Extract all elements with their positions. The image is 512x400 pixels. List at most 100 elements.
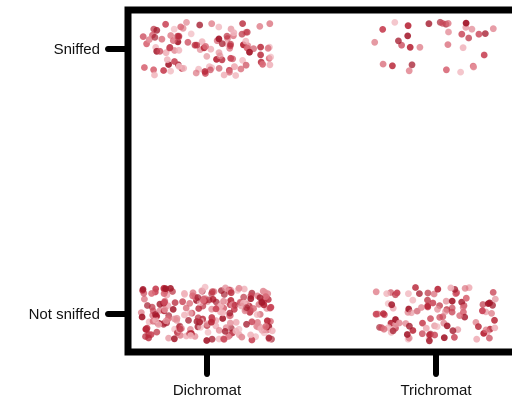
data-point [226, 68, 233, 76]
data-point [403, 331, 411, 338]
data-point [238, 302, 245, 310]
data-point [424, 302, 431, 310]
data-point [248, 336, 256, 344]
data-point [197, 323, 204, 331]
data-point [187, 332, 195, 339]
data-point [416, 290, 423, 297]
data-point [448, 297, 456, 305]
data-point [393, 289, 401, 297]
data-point [256, 294, 264, 301]
data-point [430, 290, 438, 298]
data-point [267, 53, 275, 61]
data-point [253, 311, 261, 318]
data-point [264, 44, 272, 52]
data-point [491, 324, 499, 332]
data-point [167, 32, 175, 39]
data-point [167, 67, 175, 75]
data-point [257, 43, 264, 51]
data-point [259, 60, 266, 68]
data-point [243, 28, 251, 36]
data-point [222, 284, 229, 292]
data-point [229, 55, 237, 63]
data-point [235, 284, 243, 292]
data-point [138, 313, 146, 321]
data-point [161, 298, 168, 306]
data-point [152, 311, 159, 318]
data-point [486, 334, 493, 342]
data-point [139, 286, 147, 293]
data-point [389, 62, 396, 70]
data-point [404, 22, 412, 30]
data-point [208, 20, 216, 28]
data-point [171, 58, 178, 65]
data-point [220, 297, 227, 305]
data-point [161, 306, 169, 313]
data-point [470, 63, 477, 71]
data-point [226, 319, 234, 327]
data-point [447, 284, 455, 292]
data-point [227, 289, 235, 297]
data-point [189, 289, 197, 297]
data-point [207, 66, 214, 74]
data-point [215, 35, 223, 43]
data-point [232, 327, 240, 335]
data-point [208, 288, 216, 296]
data-point [220, 291, 228, 298]
data-point [199, 297, 207, 304]
data-point [242, 61, 250, 69]
data-point [215, 327, 223, 334]
data-point [434, 285, 442, 293]
data-point [219, 315, 227, 322]
data-point [479, 307, 486, 315]
data-point [194, 314, 202, 322]
data-point [151, 71, 158, 79]
data-point [145, 334, 153, 342]
data-point [442, 308, 449, 315]
data-point [488, 310, 495, 317]
data-point [247, 331, 255, 339]
data-point [406, 322, 413, 330]
data-point [150, 66, 158, 74]
data-point [218, 40, 226, 48]
data-point [424, 296, 431, 304]
data-point [171, 299, 179, 306]
data-point [426, 331, 433, 339]
data-point [404, 32, 412, 40]
data-point [431, 331, 439, 339]
data-point [405, 67, 413, 75]
data-point [242, 37, 250, 45]
data-point [181, 291, 189, 298]
data-point [479, 301, 487, 308]
data-point [445, 28, 452, 36]
data-point [148, 290, 156, 297]
data-point [212, 305, 220, 313]
data-point [418, 304, 425, 311]
data-point [247, 295, 255, 303]
data-point [468, 25, 476, 33]
data-point [486, 299, 493, 307]
data-point [456, 312, 464, 319]
data-point [440, 334, 448, 342]
data-point [380, 325, 388, 333]
y-tick-label-sniffed: Sniffed [54, 41, 100, 58]
data-point [153, 328, 161, 336]
data-point [208, 318, 215, 326]
data-point [184, 38, 192, 46]
data-point [406, 43, 414, 51]
data-point [434, 305, 441, 313]
data-point [237, 65, 245, 73]
x-tick-label-dichromat: Dichromat [173, 382, 242, 399]
data-point [429, 299, 437, 307]
data-point [180, 64, 188, 72]
data-point [240, 285, 248, 293]
data-point [439, 20, 446, 27]
data-point [151, 33, 159, 41]
data-point [267, 303, 275, 311]
data-point [187, 30, 195, 38]
data-point [383, 290, 391, 297]
data-point [215, 49, 223, 57]
data-point [246, 48, 253, 56]
data-point [162, 20, 170, 28]
data-point [231, 301, 239, 309]
data-point [176, 325, 184, 333]
